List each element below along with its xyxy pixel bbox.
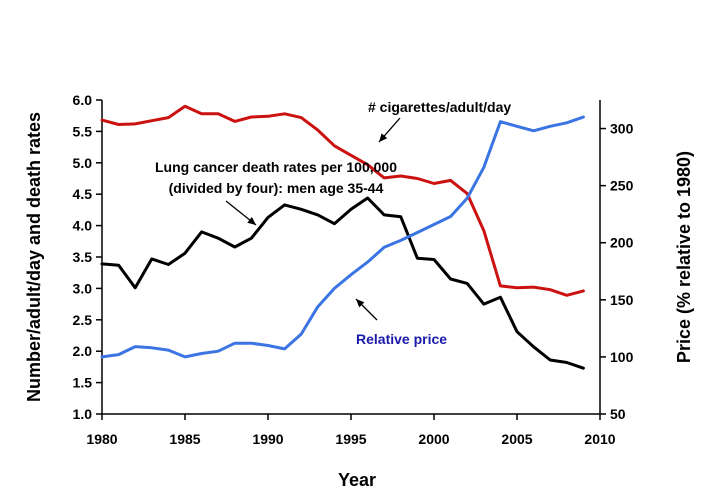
annotation-label: # cigarettes/adult/day [368, 99, 511, 115]
y-tick-label: 1.0 [73, 406, 93, 422]
y-tick-label: 2.5 [73, 312, 93, 328]
y2-tick-label: 50 [610, 406, 626, 422]
y2-tick-label: 300 [610, 121, 634, 137]
x-tick-label: 2010 [584, 431, 615, 447]
y-tick-label: 2.0 [73, 343, 93, 359]
annotation-group: # cigarettes/adult/day Lung cancer death … [155, 99, 511, 347]
x-tick-label: 1980 [86, 431, 117, 447]
price-pointer-arrow-head [356, 299, 365, 308]
cigarettes-pointer-arrow-head [379, 133, 388, 142]
x-tick-label: 2005 [501, 431, 532, 447]
y2-tick-label: 250 [610, 178, 634, 194]
y-tick-label: 3.5 [73, 249, 93, 265]
y-tick-label: 5.0 [73, 155, 93, 171]
x-tick-label: 1995 [335, 431, 366, 447]
x-tick-label: 1990 [252, 431, 283, 447]
y-tick-label: 4.5 [73, 186, 93, 202]
y2-axis-title: Price (% relative to 1980) [674, 151, 694, 363]
y-tick-label: 6.0 [73, 92, 93, 108]
tick-group: 1980 1985 1990 1995 2000 2005 2010 1.0 1.5 2.0 2.5… [73, 92, 634, 447]
series-line-2 [100, 115, 585, 359]
series-line-0 [100, 104, 585, 297]
y-axis-title: Number/adult/day and death rates [24, 112, 44, 402]
x-axis-title: Year [338, 470, 376, 490]
x-tick-label: 2000 [418, 431, 449, 447]
y-tick-label: 1.5 [73, 375, 93, 391]
annotation-label: Relative price [356, 331, 447, 347]
series-group [100, 104, 585, 370]
lung-cancer-pointer-arrow-head [247, 217, 256, 225]
y2-tick-label: 150 [610, 292, 634, 308]
annotation-label: Lung cancer death rates per 100,000 [155, 159, 397, 175]
annotation-label: (divided by four): men age 35-44 [169, 180, 384, 196]
y-tick-label: 4.0 [73, 218, 93, 234]
series-line-1 [100, 196, 585, 370]
axes [101, 100, 601, 415]
y-tick-label: 3.0 [73, 280, 93, 296]
x-tick-label: 1985 [169, 431, 200, 447]
y-tick-label: 5.5 [73, 123, 93, 139]
y2-tick-label: 100 [610, 349, 634, 365]
y2-tick-label: 200 [610, 235, 634, 251]
